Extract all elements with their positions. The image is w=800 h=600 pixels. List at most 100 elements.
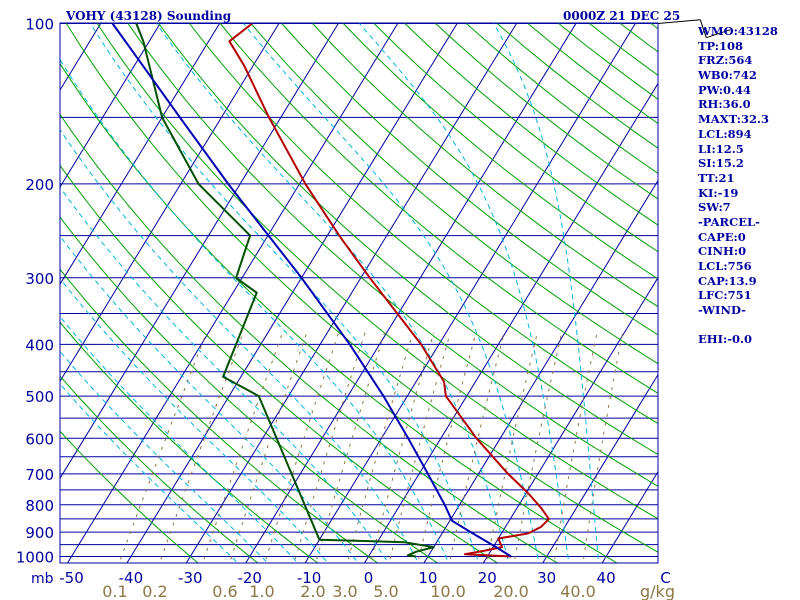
wind-barb-flag — [699, 19, 707, 38]
sounding-index-item: WMO:43128 — [698, 24, 778, 38]
sounding-index-item: -PARCEL- — [698, 214, 760, 229]
pressure-axis-labels: 100 200 300 400 500 600 700 800 900 1000 — [16, 16, 54, 567]
sounding-index-item: CINH:0 — [698, 244, 747, 259]
station-title: VOHY (43128) Sounding — [66, 9, 232, 23]
moist-adiabat — [60, 383, 239, 563]
sounding-index-item: -WIND- — [698, 303, 746, 318]
mixing-ratio-line — [228, 332, 308, 563]
mixing-ratio-line — [369, 332, 435, 563]
isotherm--20 — [245, 23, 577, 563]
isotherm-30 — [542, 373, 658, 563]
moist-adiabat — [156, 23, 510, 563]
moist-adiabat — [359, 23, 570, 563]
temperature-tick-label: 20 — [478, 569, 497, 587]
sounding-index-item: KI:-19 — [698, 185, 739, 200]
dewpoint-profile — [135, 23, 435, 558]
dry-adiabat — [65, 23, 658, 553]
dry-adiabat — [60, 216, 439, 563]
isotherm--70 — [60, 23, 280, 383]
mixing-ratio-lines — [118, 332, 624, 563]
temperature-tick-label: 30 — [537, 569, 556, 587]
dry-adiabat — [60, 62, 619, 563]
isotherm--40 — [126, 23, 459, 563]
isobar-lines — [60, 23, 658, 557]
temperature-tick-label: 10 — [418, 569, 437, 587]
mixing-ratio-line — [513, 332, 563, 563]
dry-adiabat-lines — [60, 23, 658, 563]
isotherm-20 — [482, 276, 658, 563]
mixing-ratio-tick-label: 40.0 — [560, 582, 596, 600]
mixing-ratio-tick-label: 0.6 — [212, 582, 237, 600]
sounding-index-item: CAPE:0 — [698, 229, 746, 244]
moist-adiabat — [243, 23, 540, 563]
sounding-index-item — [698, 318, 778, 333]
temperature-tick-label: -10 — [297, 569, 322, 587]
sounding-index-item: RH:36.0 — [698, 97, 751, 112]
wind-barb-shaft — [657, 19, 701, 24]
temperature-axis-labels: -50 -40 -30 -20 -10 0 10 20 30 40 C — [59, 569, 670, 587]
mixing-ratio-line — [159, 332, 244, 563]
isotherm--110 — [0, 12, 49, 568]
moist-adiabat — [60, 186, 389, 563]
temperature-tick-label: 0 — [364, 569, 374, 587]
temperature-tick-label: -50 — [59, 569, 84, 587]
mixing-ratio-line — [448, 332, 505, 563]
moist-adiabat — [493, 23, 600, 563]
sounding-index-item: SW:7 — [698, 200, 731, 215]
sounding-index-item: SI:15.2 — [698, 156, 744, 171]
mixing-ratio-line — [388, 332, 451, 563]
isotherm--10 — [304, 23, 637, 563]
mixing-ratio-tick-label: 20.0 — [493, 582, 529, 600]
sounding-index-item: WB0:742 — [698, 68, 757, 83]
mixing-ratio-axis-labels: 0.1 0.2 0.6 1.0 2.0 3.0 5.0 10.0 20.0 40.0 — [102, 582, 596, 600]
sounding-index-item: FRZ:564 — [698, 53, 753, 68]
sounding-index-item: LI:12.5 — [698, 141, 744, 156]
sounding-index-item: LCL:756 — [698, 259, 752, 273]
pressure-tick-label: 1000 — [16, 549, 54, 567]
mixing-ratio-tick-label: 5.0 — [373, 582, 398, 600]
mixing-ratio-line — [293, 332, 366, 563]
mixing-ratio-line — [553, 332, 598, 563]
sounding-index-item: LFC:751 — [698, 288, 752, 303]
mixing-ratio-line — [582, 332, 624, 563]
mixing-ratio-tick-label: 10.0 — [430, 582, 466, 600]
mixing-ratio-line — [118, 332, 207, 563]
wind-barb-flag — [706, 29, 731, 39]
pressure-tick-label: 600 — [25, 430, 54, 448]
mixing-ratio-tick-label: 3.0 — [332, 582, 357, 600]
dry-adiabat — [342, 23, 658, 280]
dry-adiabat — [127, 23, 658, 487]
sounding-index-item: MAXT:32.3 — [698, 112, 769, 127]
mixing-ratio-line — [202, 332, 284, 563]
pressure-tick-label: 500 — [25, 388, 54, 406]
plot-area — [60, 23, 658, 563]
mixing-ratio-unit-label: g/kg — [640, 582, 675, 600]
isotherm--50 — [66, 23, 399, 563]
moist-adiabat — [60, 350, 269, 563]
pressure-tick-label: 200 — [25, 176, 54, 194]
dry-adiabat — [60, 375, 259, 563]
mixing-ratio-tick-label: 1.0 — [249, 582, 274, 600]
isotherm-40 — [601, 470, 658, 563]
mixing-ratio-tick-label: 0.1 — [102, 582, 127, 600]
moist-adiabat — [60, 128, 420, 563]
pressure-tick-label: 400 — [25, 336, 54, 354]
sounding-index-item: LCL:894 — [698, 126, 752, 141]
observation-time: 0000Z 21 DEC 25 — [563, 9, 681, 23]
sounding-index-item: PW:0.44 — [698, 82, 752, 97]
plot-frame — [59, 22, 659, 564]
mixing-ratio-line — [486, 332, 538, 563]
dry-adiabat — [158, 23, 658, 456]
dry-adiabat — [189, 23, 658, 425]
mixing-ratio-tick-label: 2.0 — [300, 582, 325, 600]
dry-adiabat — [60, 430, 199, 563]
sounding-profiles — [111, 23, 550, 558]
parcel-profile — [111, 23, 512, 558]
mixing-ratio-line — [264, 332, 340, 563]
mixing-ratio-line — [346, 332, 414, 563]
temperature-tick-label: C — [660, 569, 670, 587]
dry-adiabat — [60, 321, 319, 563]
dry-adiabat — [281, 23, 658, 336]
sounding-index-item: TT:21 — [698, 170, 735, 185]
